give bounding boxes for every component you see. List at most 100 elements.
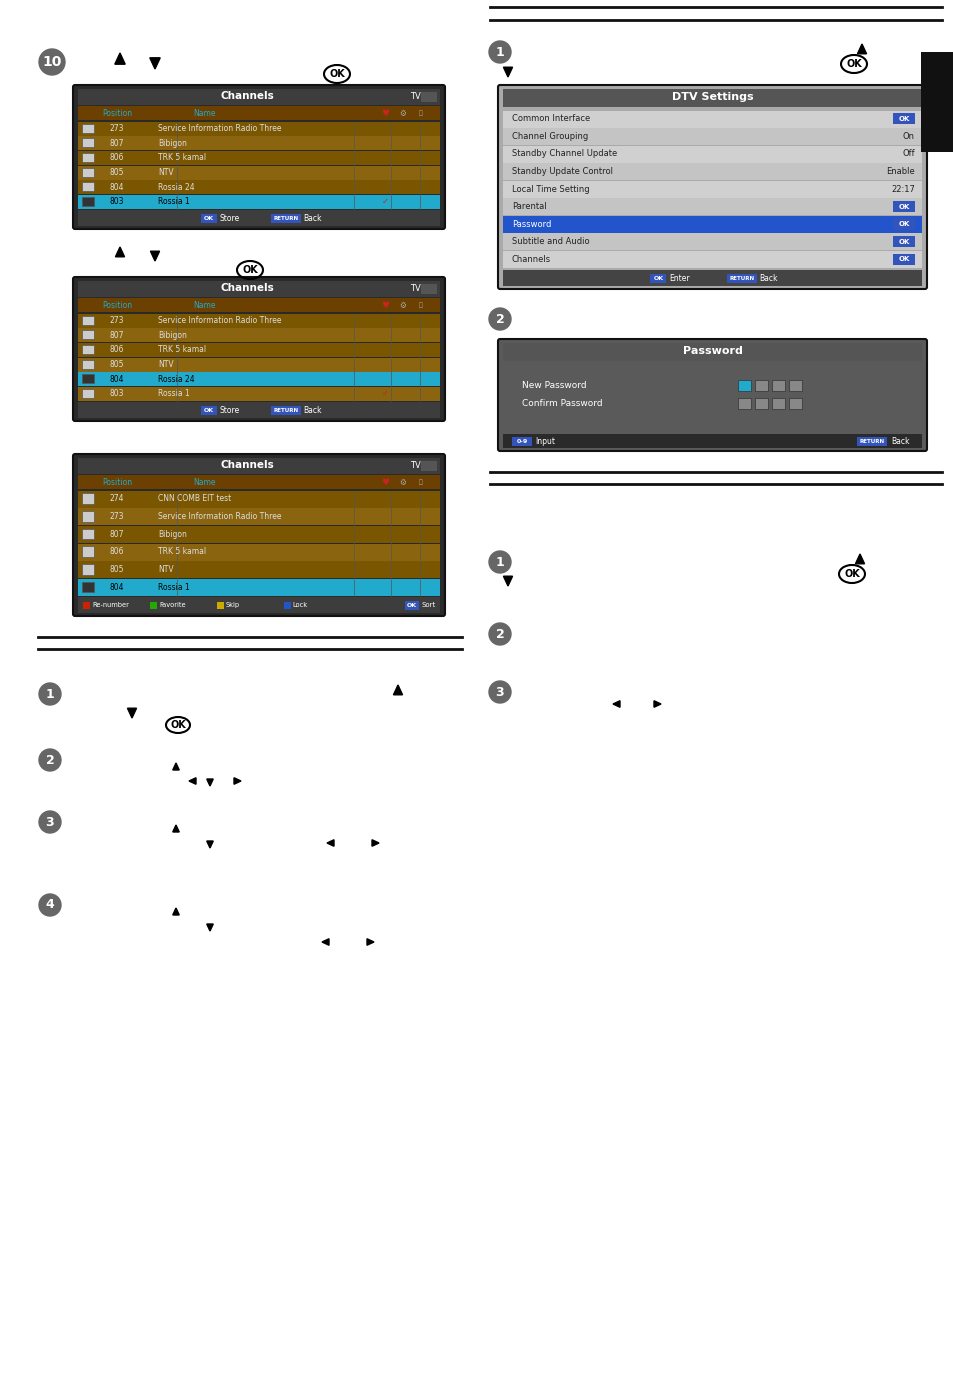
Bar <box>201 214 216 223</box>
Text: ⚙: ⚙ <box>399 300 406 310</box>
Bar <box>892 236 914 247</box>
Text: Back: Back <box>890 437 908 445</box>
Text: Back: Back <box>759 274 778 282</box>
Text: On: On <box>902 131 914 141</box>
Polygon shape <box>654 701 660 708</box>
Bar <box>754 380 767 391</box>
Text: OK: OK <box>653 276 663 281</box>
Bar <box>78 88 439 105</box>
Text: 2: 2 <box>496 627 504 640</box>
Text: Name: Name <box>193 109 216 117</box>
Text: Back: Back <box>303 405 321 415</box>
Text: Channel Grouping: Channel Grouping <box>512 131 588 141</box>
Bar <box>82 388 94 398</box>
Bar <box>78 402 439 417</box>
FancyBboxPatch shape <box>73 86 444 229</box>
Bar <box>502 252 921 268</box>
Text: OK: OK <box>898 239 909 245</box>
Bar <box>502 111 921 127</box>
Text: Confirm Password: Confirm Password <box>521 398 602 408</box>
Text: Parental: Parental <box>512 202 546 211</box>
Circle shape <box>39 811 61 833</box>
Bar <box>892 113 914 124</box>
Bar <box>82 546 94 557</box>
Text: Favorite: Favorite <box>159 603 185 608</box>
Bar <box>82 182 94 191</box>
Circle shape <box>489 551 511 574</box>
Text: 3: 3 <box>46 815 54 828</box>
Text: Bibigon: Bibigon <box>158 330 187 340</box>
Text: RETURN: RETURN <box>859 439 883 444</box>
Bar <box>78 210 439 227</box>
Bar <box>78 281 439 297</box>
Bar <box>892 218 914 229</box>
Text: OK: OK <box>170 720 186 730</box>
Bar <box>78 358 439 372</box>
Text: Rossia 1: Rossia 1 <box>158 390 190 398</box>
Bar <box>420 462 436 471</box>
Bar <box>502 343 921 361</box>
Text: OK: OK <box>898 221 909 227</box>
Text: Store: Store <box>220 213 240 223</box>
Bar <box>788 398 801 409</box>
Text: 2: 2 <box>46 753 54 767</box>
Bar <box>82 528 94 539</box>
Text: Local Time Setting: Local Time Setting <box>512 185 589 193</box>
Bar <box>82 167 94 177</box>
Text: Input: Input <box>535 437 555 445</box>
Text: 22:17: 22:17 <box>890 185 914 193</box>
Polygon shape <box>322 938 329 945</box>
Bar <box>82 138 94 148</box>
FancyBboxPatch shape <box>497 86 926 289</box>
Text: ♥: ♥ <box>380 300 389 310</box>
Text: 805: 805 <box>110 359 124 369</box>
Text: OK: OK <box>898 256 909 263</box>
Bar <box>82 346 94 354</box>
Text: Rossia 1: Rossia 1 <box>158 198 190 206</box>
Text: TV: TV <box>409 91 420 101</box>
Text: ♥: ♥ <box>380 109 389 117</box>
Polygon shape <box>172 825 179 832</box>
Polygon shape <box>207 925 213 931</box>
Text: Channels: Channels <box>512 254 551 264</box>
Text: 1: 1 <box>46 687 54 701</box>
Text: Standby Channel Update: Standby Channel Update <box>512 149 617 159</box>
Text: Subtitle and Audio: Subtitle and Audio <box>512 238 589 246</box>
FancyBboxPatch shape <box>497 339 926 451</box>
Text: 806: 806 <box>110 153 124 162</box>
Polygon shape <box>207 779 213 786</box>
Text: OK: OK <box>845 59 861 69</box>
Bar <box>788 380 801 391</box>
Bar <box>78 372 439 387</box>
Text: DTV Settings: DTV Settings <box>671 93 753 102</box>
Text: 805: 805 <box>110 167 124 177</box>
Bar <box>738 380 750 391</box>
Circle shape <box>39 48 65 75</box>
Polygon shape <box>367 938 374 945</box>
Bar <box>78 328 439 343</box>
Text: OK: OK <box>843 569 859 579</box>
Bar <box>502 145 921 163</box>
Bar <box>892 200 914 213</box>
Text: 274: 274 <box>110 495 124 503</box>
Text: 10: 10 <box>42 55 62 69</box>
Text: 273: 273 <box>110 511 124 521</box>
Text: RETURN: RETURN <box>729 276 754 281</box>
Bar <box>78 151 439 164</box>
Bar <box>512 437 532 446</box>
Polygon shape <box>115 247 125 257</box>
Text: TRK 5 kamal: TRK 5 kamal <box>158 153 206 162</box>
Text: Channels: Channels <box>220 283 274 293</box>
Bar <box>82 330 94 340</box>
Text: Lock: Lock <box>293 603 308 608</box>
Text: 803: 803 <box>110 390 124 398</box>
Text: TV: TV <box>409 283 420 293</box>
Bar <box>405 601 418 609</box>
Bar <box>78 457 439 474</box>
Bar <box>78 180 439 195</box>
Bar <box>83 603 90 609</box>
Text: Name: Name <box>193 478 216 486</box>
Polygon shape <box>150 58 160 69</box>
Circle shape <box>489 41 511 64</box>
Text: OK: OK <box>204 216 213 221</box>
